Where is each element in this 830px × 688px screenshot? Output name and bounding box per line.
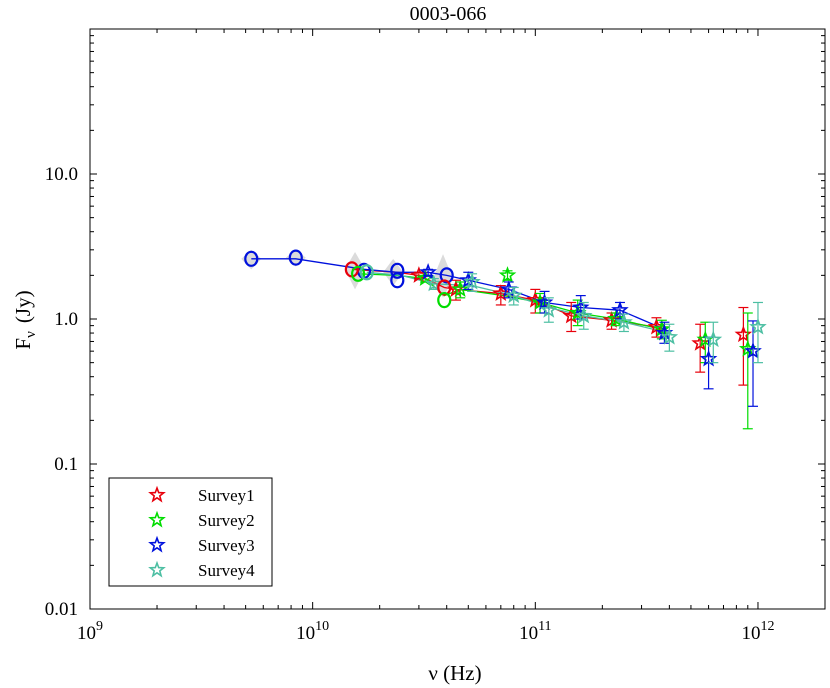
star-marker-survey4 [704,330,723,348]
legend-marker [148,535,166,553]
y-tick-label: 0.01 [45,599,78,620]
star-marker-survey3 [611,300,629,318]
y-axis-label: Fν (Jy) [11,290,39,349]
star-marker-survey2 [451,280,470,297]
star-marker-survey3 [535,293,554,310]
star-marker-survey4 [504,286,523,304]
x-tick-label: 1010 [296,619,329,644]
legend-marker [148,485,166,503]
series-line-survey2 [358,273,662,330]
circle-marker-survey4 [359,264,374,281]
x-tick-label: 1012 [741,619,774,644]
y-tick-label: 0.1 [54,454,78,475]
legend-label: Survey4 [198,561,255,580]
circle-marker-survey3 [439,267,454,284]
star-marker-survey4 [424,274,443,292]
legend-label: Survey2 [198,511,255,530]
circle-marker-survey3 [244,250,259,267]
star-marker-survey4 [660,327,679,345]
legend-marker [148,510,166,528]
star-marker-survey4 [749,317,767,335]
data-layer [241,249,767,430]
x-tick-label: 109 [77,619,103,644]
circle-marker-survey3 [288,249,303,266]
y-tick-label: 1.0 [54,309,78,330]
svg-text:Fν(Jy): Fν (Jy) [11,290,39,349]
legend-box [108,477,273,587]
legend: Survey1 Survey2 Survey3 Survey4 [108,477,273,587]
y-axis-label-unit: (Jy) [11,290,35,323]
x-tick-label: 1011 [519,619,551,644]
star-marker-survey2 [498,266,517,283]
star-marker-survey4 [615,312,633,330]
circle-marker-survey2 [351,265,366,282]
star-marker-survey3 [571,298,590,316]
star-marker-survey4 [463,272,481,290]
y-axis-label-main: F [11,338,35,350]
uncertainty-shade [345,251,366,290]
star-marker-survey4 [540,300,558,318]
chart-title: 0003-066 [410,3,487,25]
circle-marker-survey1 [437,279,452,296]
legend-marker [148,560,166,578]
circle-marker-survey3 [390,262,405,279]
legend-label: Survey3 [198,536,255,555]
y-tick-label: 10.0 [45,164,78,185]
series-line-survey3 [251,258,665,330]
circle-marker-survey2 [437,292,452,309]
axes: 109 1010 1011 1012 0.01 0.1 1.0 10.0 [45,29,826,644]
circle-marker-survey3 [390,272,405,289]
star-marker-survey2 [653,319,671,337]
star-marker-survey2 [607,309,625,327]
y-axis-label-sub: ν [23,331,39,338]
star-marker-survey3 [419,262,437,280]
star-marker-survey4 [574,306,593,324]
x-axis-label: ν (Hz) [428,661,481,685]
legend-label: Survey1 [198,486,255,505]
